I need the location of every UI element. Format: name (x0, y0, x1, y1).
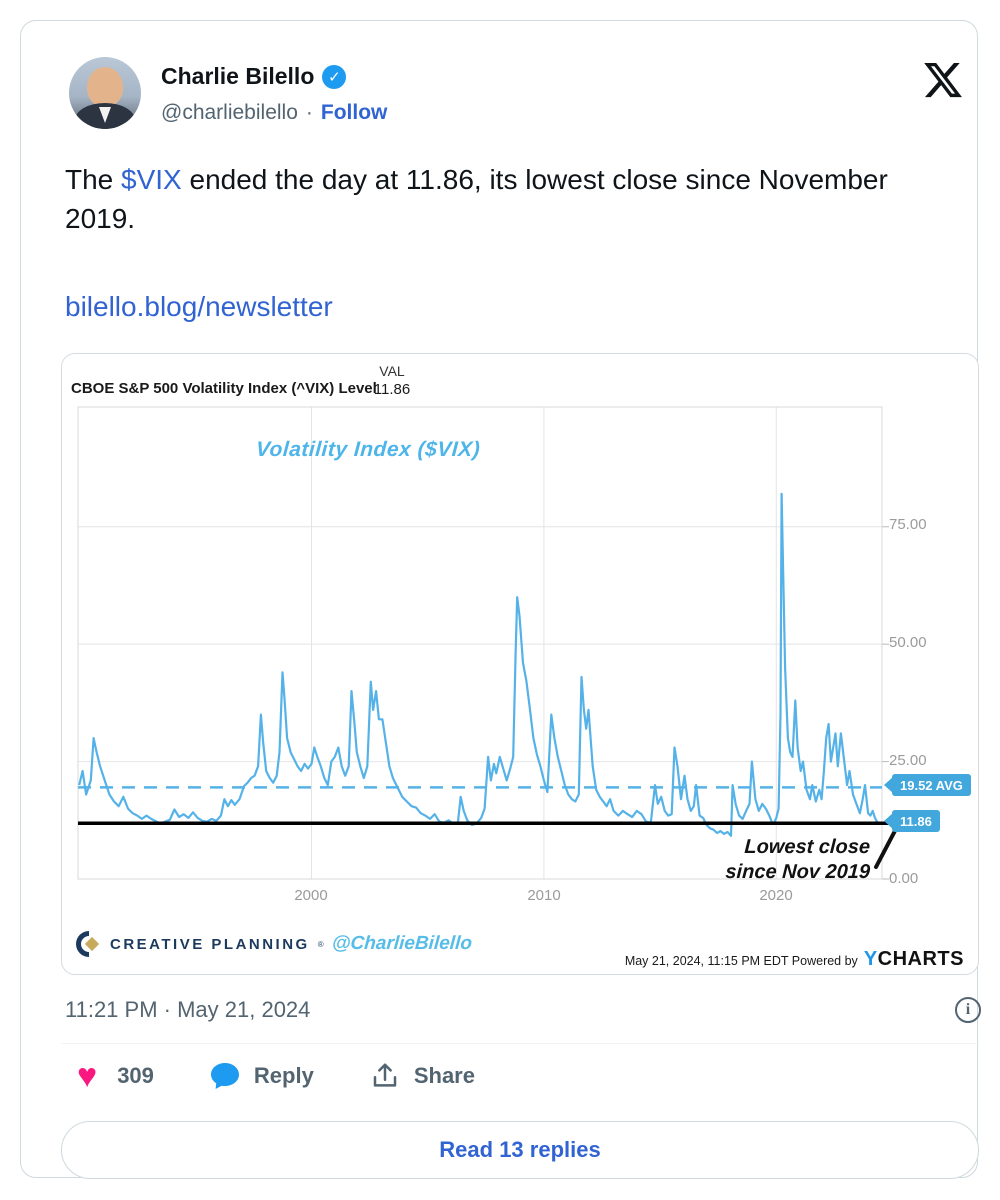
tweet-text: The $VIX ended the day at 11.86, its low… (65, 161, 949, 238)
like-icon[interactable]: ♥ (77, 1057, 98, 1095)
avatar[interactable] (69, 57, 141, 129)
author-handle[interactable]: @charliebilello (161, 101, 298, 124)
handle-separator: · (305, 101, 313, 124)
ycharts-y: Y (863, 948, 878, 970)
share-icon[interactable] (370, 1061, 400, 1091)
tweet-text-after: ended the day at 11.86, its lowest close… (65, 164, 888, 234)
ycharts-rest: CHARTS (877, 948, 964, 970)
tweet-text-before: The (65, 164, 122, 195)
reply-button[interactable]: Reply (253, 1063, 314, 1088)
chart-image[interactable]: CBOE S&P 500 Volatility Index (^VIX) Lev… (61, 353, 979, 975)
x-axis-label-2010: 2010 (527, 887, 561, 904)
powered-by-text: May 21, 2024, 11:15 PM EDT Powered by (624, 954, 858, 968)
ycharts-logo: YCHARTS (864, 948, 964, 971)
avatar-face (87, 67, 123, 107)
x-axis-label-2000: 2000 (294, 887, 328, 904)
info-icon[interactable]: i (955, 997, 981, 1023)
footer-author-handle: @CharlieBilello (330, 933, 473, 954)
follow-button[interactable]: Follow (320, 101, 388, 124)
creative-planning-brand: CREATIVE PLANNING (110, 935, 310, 953)
y-axis-label-0: 0.00 (889, 870, 919, 887)
last-value-badge: 11.86 (892, 810, 940, 832)
annotation-line2: since Nov 2019 (724, 861, 871, 883)
share-button[interactable]: Share (413, 1063, 475, 1088)
creative-planning-logo-icon (76, 931, 100, 957)
annotation-line1: Lowest close (743, 836, 871, 858)
x-logo-icon[interactable] (922, 59, 964, 101)
avg-value-badge: 19.52 AVG (892, 774, 971, 796)
y-axis-label-75: 75.00 (889, 516, 927, 533)
divider (61, 1043, 979, 1044)
newsletter-link[interactable]: bilello.blog/newsletter (65, 291, 333, 322)
chart-val-value: 11.86 (373, 381, 411, 398)
cashtag-link[interactable]: $VIX (121, 164, 182, 195)
chart-title: Volatility Index ($VIX) (255, 438, 481, 461)
tweet-card: Charlie Bilello ✓ @charliebilello · Foll… (20, 20, 981, 1179)
verified-badge-icon: ✓ (322, 64, 347, 89)
read-replies-button[interactable]: Read 13 replies (61, 1121, 979, 1179)
y-axis-label-50: 50.00 (889, 634, 927, 651)
like-count[interactable]: 309 (117, 1063, 154, 1088)
y-axis-label-25: 25.00 (889, 752, 927, 769)
author-name[interactable]: Charlie Bilello (161, 63, 315, 89)
chart-series-name: CBOE S&P 500 Volatility Index (^VIX) Lev… (71, 380, 377, 397)
registered-mark: ® (317, 939, 324, 949)
read-replies-label: Read 13 replies (439, 1137, 601, 1162)
timestamp[interactable]: 11:21 PM · May 21, 2024 (65, 997, 311, 1022)
reply-icon[interactable] (210, 1062, 240, 1090)
x-axis-label-2020: 2020 (759, 887, 793, 904)
chart-val-label: VAL (379, 363, 405, 379)
